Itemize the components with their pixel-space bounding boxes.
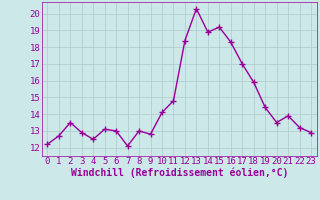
X-axis label: Windchill (Refroidissement éolien,°C): Windchill (Refroidissement éolien,°C) (70, 168, 288, 178)
